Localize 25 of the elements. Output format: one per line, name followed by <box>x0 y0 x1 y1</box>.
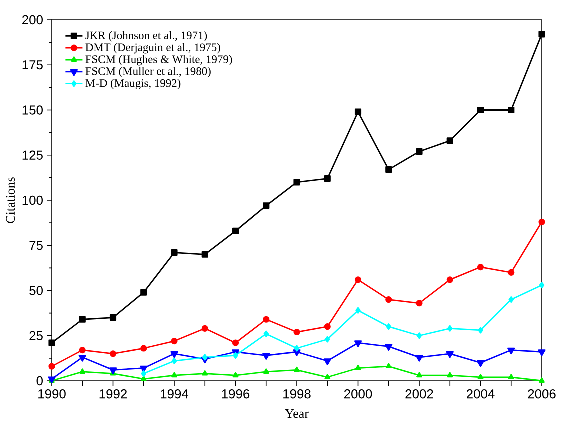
x-tick-label: 2002 <box>406 390 434 399</box>
y-tick-label: 200 <box>22 15 43 25</box>
legend-label: DMT (Derjaguin et al., 1975) <box>86 43 220 54</box>
x-tick-label: 2004 <box>467 390 495 399</box>
y-tick-label: 175 <box>22 60 43 70</box>
y-tick-label: 50 <box>30 286 43 296</box>
x-tick-label: 1994 <box>161 390 189 399</box>
x-tick-label: 1996 <box>222 390 250 399</box>
y-tick-label: 25 <box>30 331 43 340</box>
legend-label: FSCM (Muller et al., 1980) <box>86 67 211 78</box>
y-tick-label: 75 <box>30 241 43 250</box>
y-axis-title: Citations <box>6 178 16 224</box>
y-tick-label: 100 <box>22 196 43 206</box>
legend-label: M-D (Maugis, 1992) <box>86 79 181 90</box>
x-tick-label: 2000 <box>344 390 372 399</box>
y-tick-label: 125 <box>22 150 43 160</box>
x-axis-title: Year <box>285 410 309 418</box>
legend-label: FSCM (Hughes & White, 1979) <box>86 55 232 66</box>
y-tick-label: 150 <box>22 106 43 115</box>
legend-label: JKR (Johnson et al., 1971) <box>86 31 208 42</box>
x-tick-label: 1998 <box>284 390 311 399</box>
x-tick-label: 1990 <box>38 390 66 399</box>
y-tick-label: 0 <box>36 376 43 386</box>
x-tick-label: 2006 <box>528 390 556 399</box>
x-tick-label: 1992 <box>100 390 127 399</box>
